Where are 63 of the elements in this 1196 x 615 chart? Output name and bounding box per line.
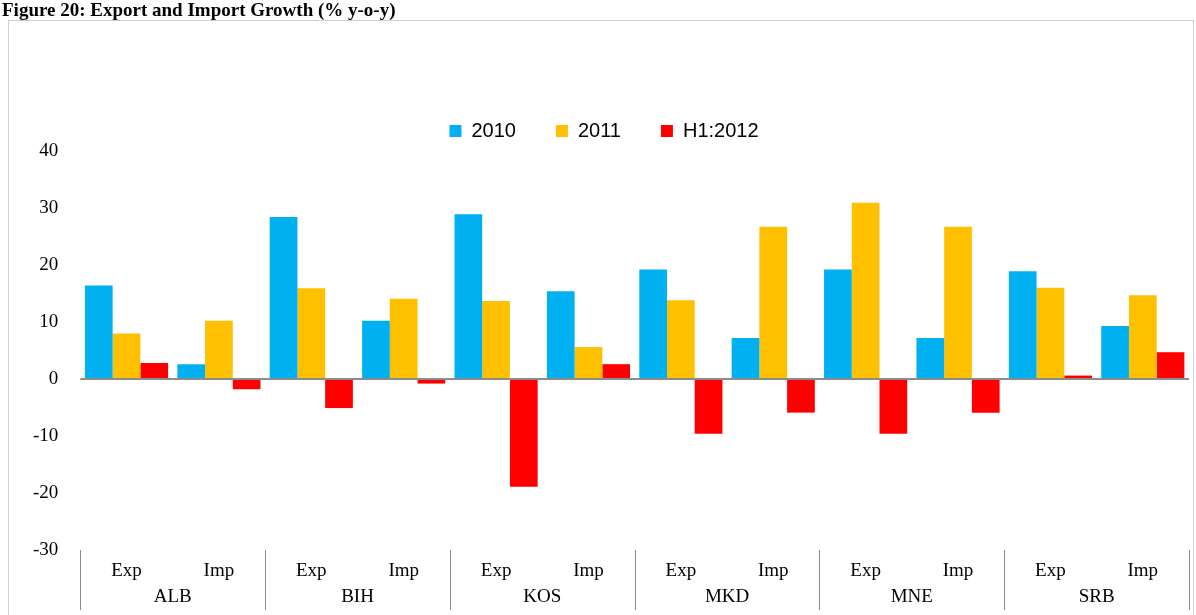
bar — [509, 379, 538, 487]
bar — [787, 379, 815, 413]
y-tick-label: -20 — [33, 480, 59, 502]
x-tick-label: Imp — [1127, 559, 1159, 581]
y-tick-label: 20 — [39, 252, 59, 274]
bar — [759, 226, 788, 379]
y-tick-label: 10 — [39, 309, 59, 331]
bar — [482, 300, 510, 379]
bar — [879, 379, 908, 434]
bar — [944, 226, 972, 379]
x-tick-label: Imp — [388, 559, 419, 581]
bar — [325, 379, 353, 409]
y-tick-label: 30 — [39, 195, 59, 217]
x-tick-label: Exp — [850, 559, 881, 581]
bar — [602, 364, 631, 379]
bar — [731, 337, 760, 379]
y-tick-label: 40 — [39, 138, 59, 160]
chart-title: Figure 20: Export and Import Growth (% y-o-y) — [2, 0, 397, 20]
bar — [112, 333, 141, 379]
bar — [389, 298, 418, 379]
text: SRB — [1078, 585, 1115, 607]
x-tick-label: Exp — [665, 559, 697, 581]
bar — [574, 347, 603, 379]
bar — [362, 320, 390, 379]
legend-label: H1:2012 — [682, 118, 759, 141]
bar — [84, 285, 113, 379]
x-tick-label: Exp — [1035, 559, 1066, 581]
x-tick-label: Imp — [573, 559, 604, 581]
bar — [1156, 352, 1185, 379]
y-tick-label: 0 — [48, 366, 59, 388]
bar — [454, 214, 483, 379]
bar — [140, 363, 169, 379]
bar — [851, 202, 880, 379]
bar — [1101, 325, 1129, 379]
bar — [177, 364, 206, 379]
bar — [667, 300, 695, 379]
y-tick-label: -10 — [33, 423, 59, 445]
y-tick-label: -30 — [33, 537, 59, 559]
x-tick-label: Exp — [111, 559, 142, 581]
x-tick-label: Exp — [296, 559, 327, 581]
x-tick-label: Imp — [203, 559, 235, 581]
text: KOS — [523, 585, 562, 607]
text: MKD — [704, 585, 750, 607]
bar — [971, 379, 1000, 413]
x-tick-label: Exp — [480, 559, 512, 581]
x-tick-label: Imp — [942, 559, 974, 581]
bar — [694, 379, 723, 434]
bar — [1128, 295, 1157, 379]
text: ALB — [153, 585, 192, 607]
text: MNE — [890, 585, 933, 607]
text: BIH — [341, 585, 375, 607]
bar — [297, 288, 326, 379]
legend-label: 2011 — [577, 118, 621, 141]
legend-label: 2010 — [471, 118, 516, 141]
bar — [269, 217, 298, 379]
bar — [1008, 271, 1037, 379]
bar — [824, 269, 852, 379]
bar — [546, 291, 575, 379]
bar — [916, 337, 945, 379]
bar — [205, 320, 233, 379]
bar — [639, 269, 667, 379]
bar — [1036, 287, 1065, 379]
x-tick-label: Imp — [757, 559, 789, 581]
